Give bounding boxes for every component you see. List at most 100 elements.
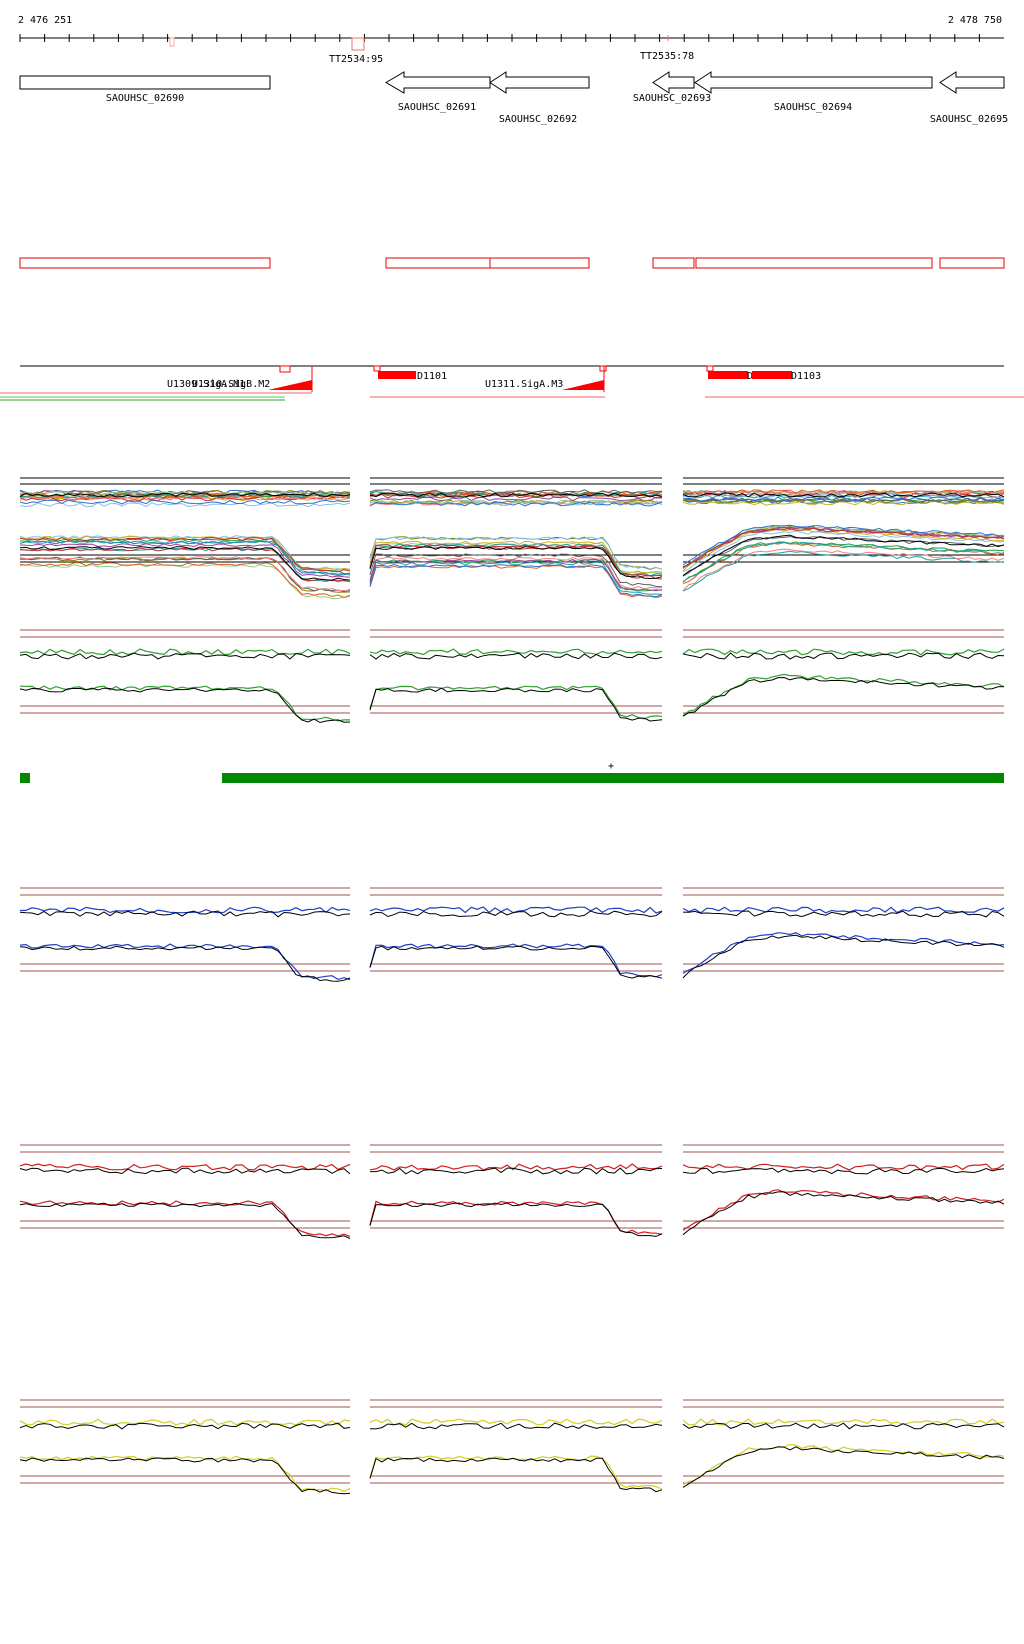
expression-line (370, 1167, 663, 1175)
region-box[interactable] (939, 257, 1005, 269)
expression-line (19, 495, 351, 501)
gene-label: SAOUHSC_02695 (930, 114, 1008, 125)
expression-line (682, 541, 1005, 583)
expression-line (682, 489, 1005, 495)
gene-label: SAOUHSC_02693 (633, 93, 711, 104)
expression-line (369, 556, 663, 590)
gene-arrow (652, 71, 695, 94)
gene-SAOUHSC-02691[interactable]: SAOUHSC_02691 (385, 71, 491, 113)
terminator-marker (169, 37, 175, 47)
expression-line (19, 910, 351, 918)
segmentation-track: U1309.SigA.M1 U1310.SigB.M2 D1101 U1311.… (0, 365, 1024, 401)
gene-arrow (694, 71, 933, 94)
region-box[interactable] (652, 257, 695, 269)
segment-block[interactable] (378, 371, 416, 379)
expression-line (19, 538, 351, 575)
expression-line (369, 652, 663, 660)
segment-ramp (562, 380, 604, 390)
region-box[interactable] (489, 257, 590, 269)
expression-line (19, 496, 351, 502)
expression-line (19, 906, 351, 914)
expression-line (682, 497, 1005, 503)
expression-line (369, 493, 662, 499)
region-box[interactable] (19, 257, 271, 269)
expression-line (369, 943, 663, 978)
segment-ramp (268, 380, 312, 390)
gene-track: SAOUHSC_02690 SAOUHSC_02691 SAOUHSC_0269… (19, 71, 1008, 125)
expression-line (682, 498, 1005, 504)
coverage-block[interactable] (20, 773, 30, 783)
expression-line (369, 563, 663, 598)
expression-line (19, 562, 351, 598)
expression-line (682, 676, 1005, 717)
expression-line (19, 502, 351, 508)
gene-label: SAOUHSC_02692 (499, 114, 577, 125)
gene-SAOUHSC-02690[interactable]: SAOUHSC_02690 (19, 75, 271, 104)
expression-line (19, 1455, 351, 1492)
expression-line (19, 943, 351, 981)
expression-line (369, 1457, 663, 1493)
expression-line (19, 535, 351, 571)
region-box[interactable] (695, 257, 933, 269)
terminator-track: TT2534:95 TT2535:78 (169, 35, 694, 65)
segment-marker (706, 365, 714, 372)
expression-line (682, 492, 1005, 498)
expression-line (682, 652, 1005, 660)
gene-label: SAOUHSC_02691 (398, 102, 476, 113)
gene-SAOUHSC-02695[interactable]: SAOUHSC_02695 (930, 71, 1008, 125)
expression-line (369, 1418, 663, 1426)
expression-line (369, 540, 663, 574)
position-marker: + (608, 761, 614, 772)
expression-line (682, 1189, 1005, 1231)
gene-box (19, 75, 271, 90)
expression-line (369, 1163, 663, 1171)
gene-SAOUHSC-02692[interactable]: SAOUHSC_02692 (489, 71, 590, 125)
segment-marker (599, 365, 607, 372)
expression-line (369, 1422, 663, 1430)
coverage-block[interactable] (222, 773, 1004, 783)
expression-line (369, 945, 663, 979)
expression-line (369, 536, 663, 571)
expression-line (19, 1422, 351, 1430)
expression-line (369, 546, 663, 580)
segment-block[interactable] (752, 371, 792, 379)
gene-arrow (385, 71, 491, 94)
expression-line (19, 1163, 351, 1171)
expression-line (682, 492, 1005, 498)
expression-line (19, 546, 351, 581)
region-box[interactable] (385, 257, 491, 269)
expression-line (682, 534, 1005, 577)
segment-block[interactable] (708, 371, 748, 379)
expression-line (369, 489, 663, 494)
expression-line (19, 540, 351, 576)
expression-line (682, 1163, 1005, 1171)
expression-line (682, 528, 1005, 572)
expression-line (19, 1418, 351, 1426)
expression-line (19, 1202, 351, 1239)
expression-line (19, 648, 351, 656)
gene-arrow (489, 71, 590, 94)
coordinate-ruler: 2 476 251 2 478 750 (18, 15, 1004, 42)
expression-line (19, 1457, 351, 1495)
region-track (19, 257, 1005, 269)
expression-line (369, 558, 663, 592)
gene-SAOUHSC-02694[interactable]: SAOUHSC_02694 (694, 71, 933, 113)
gene-SAOUHSC-02693[interactable]: SAOUHSC_02693 (633, 71, 711, 104)
expression-line (369, 561, 663, 595)
expression-line (682, 906, 1005, 914)
expression-line (682, 910, 1005, 918)
segment-label: U1309.SigA.M1 (167, 379, 245, 390)
gene-label: SAOUHSC_02694 (774, 102, 852, 113)
expression-line (682, 1418, 1005, 1426)
expression-tracks (19, 477, 1005, 1495)
terminator-marker (351, 37, 365, 51)
expression-line (19, 1167, 351, 1175)
expression-line (682, 541, 1005, 583)
expression-line (19, 543, 351, 578)
segment-label: D1101 (417, 371, 447, 382)
expression-line (19, 945, 351, 982)
expression-line (369, 543, 663, 577)
expression-line (682, 535, 1005, 577)
